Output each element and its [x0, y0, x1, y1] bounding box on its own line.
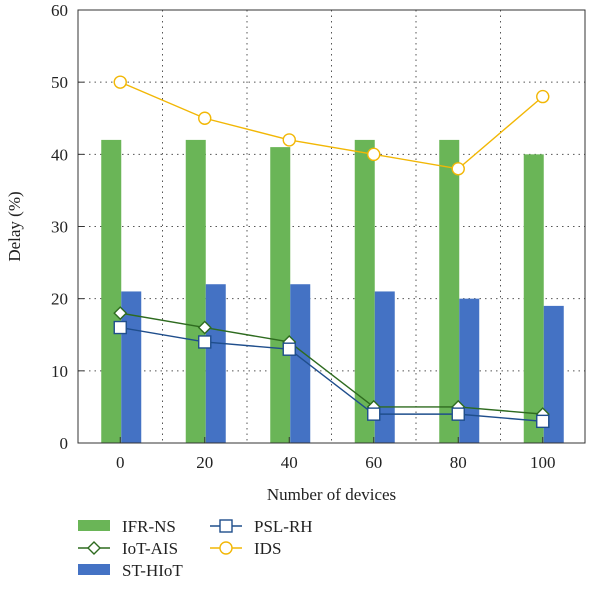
y-tick-label: 50	[51, 73, 68, 92]
bar-ifr-ns	[354, 139, 375, 443]
point-ids	[536, 89, 550, 104]
point-psl-rh	[282, 342, 296, 356]
legend-swatch	[78, 520, 110, 531]
y-tick-label: 30	[51, 218, 68, 237]
x-tick-label: 80	[450, 453, 467, 472]
point-iot-ais	[197, 320, 212, 335]
y-tick-label: 10	[51, 362, 68, 381]
legend-label: IoT-AIS	[122, 539, 178, 558]
y-tick-label: 0	[60, 434, 69, 453]
markers	[113, 75, 550, 429]
bar-st-hiot	[205, 284, 226, 443]
legend-item-ids: IDS	[210, 539, 281, 558]
bar-ifr-ns	[101, 139, 122, 443]
point-psl-rh	[536, 414, 550, 429]
legend-swatch	[78, 564, 110, 575]
y-tick-label: 20	[51, 290, 68, 309]
point-ids	[198, 111, 212, 125]
point-ids	[113, 75, 127, 89]
point-ids	[282, 133, 296, 147]
bar-st-hiot	[290, 284, 311, 443]
point-ids	[451, 162, 465, 176]
legend-item-psl-rh: PSL-RH	[210, 517, 313, 536]
x-axis-title: Number of devices	[267, 485, 396, 504]
x-tick-label: 0	[116, 453, 125, 472]
legend: IFR-NS PSL-RH IoT-AIS IDS ST-HIoT	[78, 517, 313, 580]
y-tick-label: 60	[51, 1, 68, 20]
x-tick-label: 20	[196, 453, 213, 472]
line-ids	[119, 81, 544, 170]
legend-label: IFR-NS	[122, 517, 176, 536]
legend-swatch-marker	[87, 541, 101, 555]
x-tick-label: 100	[530, 453, 556, 472]
bar-st-hiot	[543, 305, 564, 443]
point-psl-rh	[198, 335, 212, 349]
point-ids	[367, 147, 381, 162]
bar-st-hiot	[459, 298, 480, 443]
x-tick-label: 40	[281, 453, 298, 472]
point-iot-ais	[113, 306, 128, 321]
bars	[101, 139, 564, 444]
legend-label: ST-HIoT	[122, 561, 183, 580]
bar-st-hiot	[374, 291, 395, 443]
x-axis-ticks: 0 20 40 60 80 100	[116, 437, 556, 472]
line-iot-ais	[120, 312, 543, 415]
legend-label: IDS	[254, 539, 281, 558]
legend-item-iot-ais: IoT-AIS	[78, 539, 178, 558]
x-tick-label: 60	[365, 453, 382, 472]
legend-swatch-marker	[219, 541, 233, 555]
y-axis-title: Delay (%)	[5, 191, 24, 261]
grid	[78, 10, 585, 443]
y-tick-label: 40	[51, 145, 68, 164]
legend-item-st-hiot: ST-HIoT	[78, 561, 183, 580]
bar-ifr-ns	[523, 154, 544, 444]
bar-ifr-ns	[185, 139, 206, 443]
bar-ifr-ns	[439, 139, 460, 443]
point-psl-rh	[113, 320, 127, 335]
line-psl-rh	[120, 326, 543, 423]
y-axis-ticks: 0 10 20 30 40 50 60	[51, 1, 84, 453]
point-psl-rh	[451, 407, 465, 421]
point-psl-rh	[367, 407, 381, 421]
lines	[119, 81, 544, 423]
legend-swatch-marker	[219, 519, 233, 533]
legend-label: PSL-RH	[254, 517, 313, 536]
bar-ifr-ns	[270, 147, 291, 443]
legend-item-ifr-ns: IFR-NS	[78, 517, 176, 536]
